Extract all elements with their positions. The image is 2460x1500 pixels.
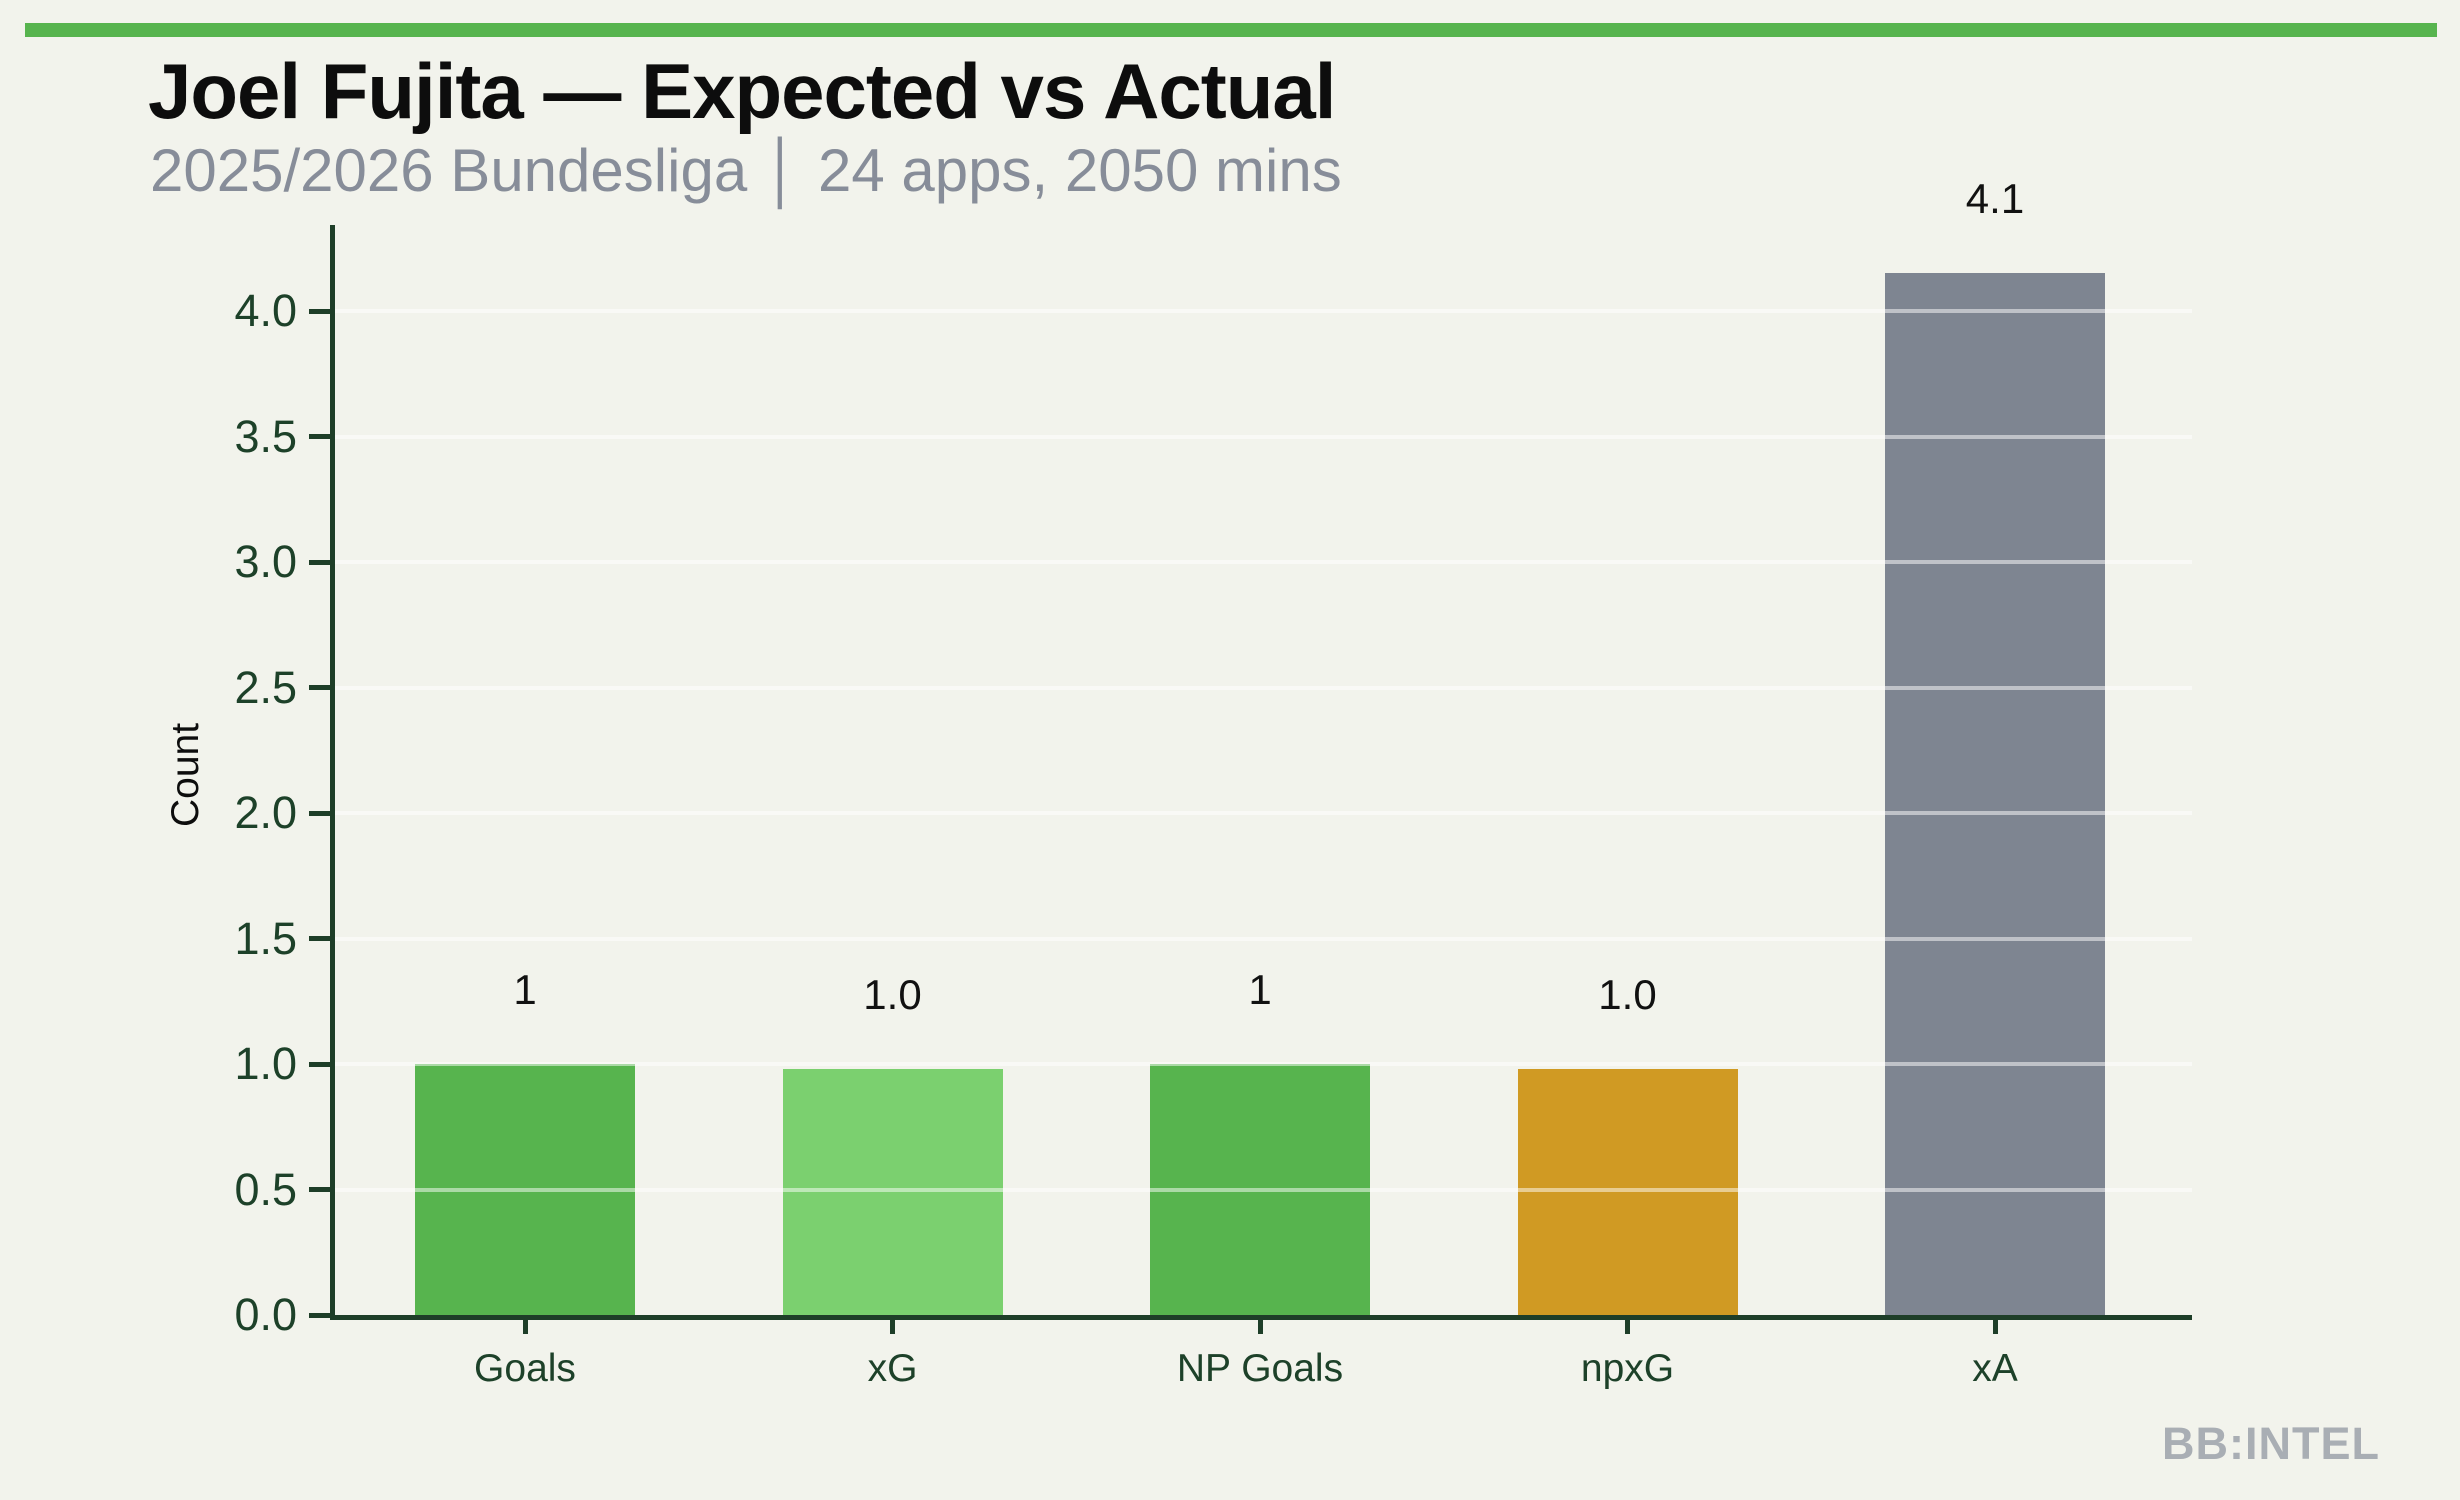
x-tick-label-xg: xG [867, 1347, 918, 1390]
bar-value-label-np-goals: 1 [1248, 966, 1272, 1013]
bar-xa [1885, 273, 2105, 1315]
y-tick-2.5 [309, 685, 330, 690]
x-tick-xg [890, 1320, 895, 1334]
bar-value-label-xg: 1.0 [863, 971, 922, 1018]
gridline-y-3.0 [335, 560, 2192, 564]
y-tick-2.0 [309, 810, 330, 816]
bar-value-label-xa: 4.1 [1965, 175, 2025, 222]
bar-value-label-npxg: 1.0 [1598, 971, 1657, 1018]
y-tick-label-0.5: 0.5 [234, 1163, 297, 1215]
bar-npxg [1517, 1069, 1738, 1315]
page-subtitle: 2025/2026 Bundesliga │ 24 apps, 2050 min… [150, 137, 1342, 204]
gridline-y-3.5 [335, 434, 2192, 439]
bar-value-label-goals: 1 [513, 966, 537, 1013]
x-tick-goals [522, 1320, 528, 1334]
gridline-y-1.0 [335, 1062, 2192, 1066]
bar-xg [782, 1069, 1003, 1315]
y-tick-1.5 [309, 936, 330, 941]
x-tick-npxg [1625, 1320, 1630, 1334]
y-tick-label-4.0: 4.0 [234, 285, 297, 336]
gridline-y-2.0 [335, 811, 2192, 815]
y-axis-label: Count [164, 722, 207, 828]
y-tick-label-2.5: 2.5 [234, 661, 297, 713]
x-tick-xa [1992, 1320, 1998, 1334]
y-tick-3.0 [309, 559, 330, 565]
brand-watermark: BB:INTEL [2162, 1418, 2380, 1469]
x-tick-label-np-goals: NP Goals [1176, 1347, 1344, 1390]
y-tick-label-0.0: 0.0 [234, 1289, 297, 1340]
top-accent-bar [25, 23, 2437, 37]
y-tick-label-1.5: 1.5 [234, 912, 297, 964]
y-tick-0.5 [309, 1187, 330, 1192]
y-tick-label-2.0: 2.0 [234, 787, 297, 838]
x-tick-np-goals [1257, 1320, 1263, 1334]
bar-chart-plot-area: 1 Goals 1.0 xG 1 NP Goals 1.0 npxG 4.1 xA 0.0 0.5 1.… [234, 175, 2192, 1390]
x-tick-label-goals: Goals [474, 1347, 576, 1390]
y-tick-3.5 [309, 434, 330, 439]
y-tick-4.0 [309, 308, 330, 314]
y-tick-label-1.0: 1.0 [234, 1038, 297, 1089]
y-tick-0.0 [309, 1312, 330, 1318]
x-tick-label-xa: xA [1972, 1347, 2018, 1390]
x-tick-label-npxg: npxG [1580, 1347, 1675, 1390]
page-title: Joel Fujita — Expected vs Actual [148, 47, 1336, 135]
gridline-y-0.5 [335, 1187, 2192, 1192]
gridline-y-4.0 [335, 309, 2192, 313]
y-tick-label-3.0: 3.0 [234, 536, 297, 587]
gridline-y-2.5 [335, 685, 2192, 690]
gridline-y-1.5 [335, 936, 2192, 941]
y-tick-1.0 [309, 1061, 330, 1067]
y-tick-label-3.5: 3.5 [234, 410, 297, 462]
